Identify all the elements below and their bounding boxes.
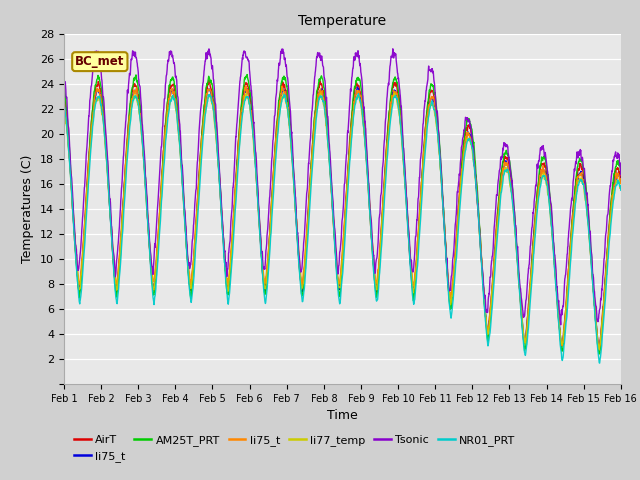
Title: Temperature: Temperature [298,14,387,28]
Y-axis label: Temperatures (C): Temperatures (C) [22,155,35,263]
Text: BC_met: BC_met [75,55,125,68]
Legend: AirT, li75_t, AM25T_PRT, li75_t, li77_temp, Tsonic, NR01_PRT: AirT, li75_t, AM25T_PRT, li75_t, li77_te… [70,431,520,466]
X-axis label: Time: Time [327,409,358,422]
